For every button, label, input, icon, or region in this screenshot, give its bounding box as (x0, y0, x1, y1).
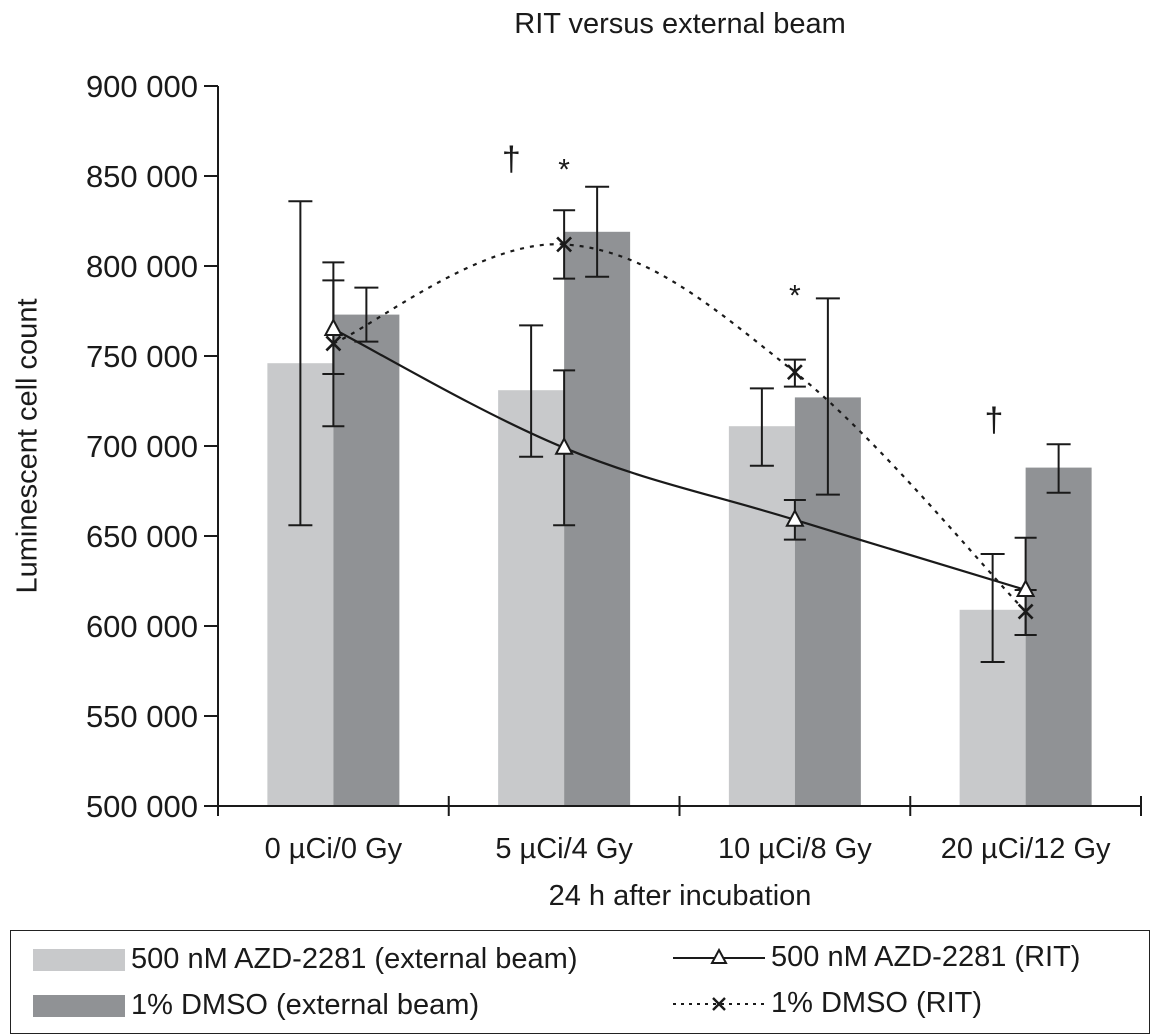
legend-item-dmso-external: 1% DMSO (external beam) (33, 989, 479, 1022)
legend-item-dmso-rit: 1% DMSO (RIT) (671, 987, 982, 1020)
y-tick-label: 900 000 (86, 69, 198, 104)
y-tick-label: 800 000 (86, 249, 198, 284)
line-series-1 (332, 243, 1027, 613)
y-tick-label: 750 000 (86, 339, 198, 374)
point-series0-cat3 (1015, 578, 1036, 597)
x-tick-label: 0 µCi/0 Gy (265, 833, 403, 865)
point-series1-cat1 (556, 236, 573, 253)
legend-label-azd-external: 500 nM AZD-2281 (external beam) (131, 943, 578, 975)
bar-series0-cat2 (728, 426, 795, 806)
point-series0-cat0 (323, 317, 344, 336)
point-series0-cat2 (785, 508, 805, 527)
legend-label-azd-rit: 500 nM AZD-2281 (RIT) (771, 941, 1081, 973)
bar-series1-cat1 (564, 231, 631, 807)
bar-series0-cat1 (498, 390, 565, 806)
y-tick-label: 850 000 (86, 159, 198, 194)
legend-item-azd-rit: 500 nM AZD-2281 (RIT) (671, 941, 1080, 974)
x-axis-title: 24 h after incubation (548, 880, 812, 912)
point-series1-cat2 (786, 364, 803, 381)
legend-label-dmso-external: 1% DMSO (external beam) (131, 989, 480, 1021)
x-tick-label: 20 µCi/12 Gy (941, 833, 1111, 865)
y-tick-label: 600 000 (86, 609, 198, 644)
plot-area: 500 000 550 000 600 000 650 000 700 000 750 0… (86, 69, 1142, 865)
y-tick-label: 650 000 (86, 519, 198, 554)
annotation-2: * (789, 280, 801, 313)
line-series-0 (332, 328, 1026, 592)
legend-item-azd-external: 500 nM AZD-2281 (external beam) (33, 943, 578, 976)
annotation-0: † (502, 141, 521, 179)
point-series0-cat1 (554, 436, 574, 455)
annotation-1: * (558, 154, 570, 187)
x-tick-label: 10 µCi/8 Gy (718, 833, 872, 865)
y-tick-label: 550 000 (86, 699, 198, 734)
legend: 500 nM AZD-2281 (external beam) 1% DMSO … (10, 930, 1150, 1034)
x-tick-label: 5 µCi/4 Gy (495, 833, 633, 865)
legend-label-dmso-rit: 1% DMSO (RIT) (771, 987, 983, 1019)
legend-swatch-azd-rit (673, 947, 765, 964)
legend-swatch-dmso-external (33, 994, 125, 1017)
annotation-3: † (984, 402, 1003, 440)
point-series1-cat0 (325, 335, 342, 352)
legend-swatch-azd-external (33, 948, 125, 971)
y-tick-label: 500 000 (86, 789, 198, 824)
bar-series1-cat3 (1025, 467, 1092, 806)
bar-series1-cat0 (333, 314, 400, 806)
legend-swatch-dmso-rit (673, 996, 765, 1011)
chart-title: RIT versus external beam (514, 8, 846, 40)
point-series1-cat3 (1017, 603, 1034, 620)
y-tick-label: 700 000 (86, 429, 198, 464)
